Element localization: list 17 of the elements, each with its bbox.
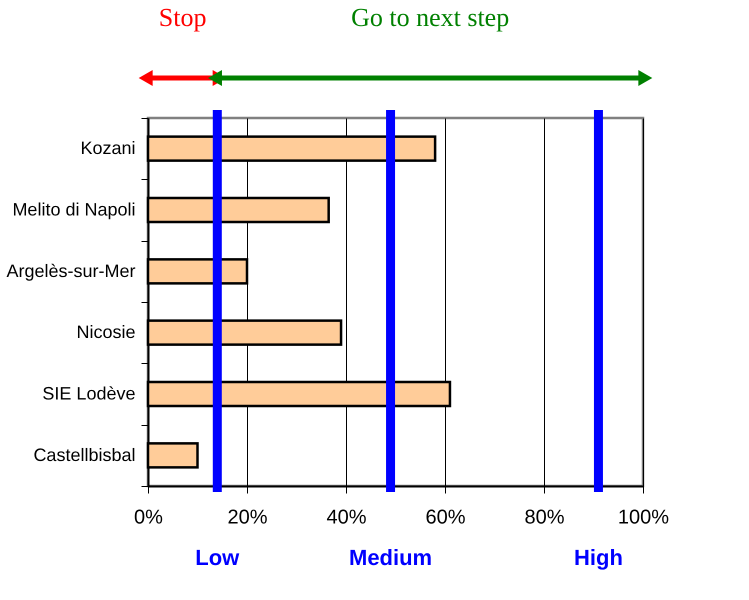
x-tick-label: 40%	[326, 506, 367, 528]
x-tick-label: 60%	[425, 506, 466, 528]
ref-line-label: Low	[195, 545, 240, 570]
ref-line-label: High	[574, 545, 623, 570]
ref-line-label: Medium	[348, 545, 432, 570]
y-tick-label: Kozani	[80, 138, 136, 158]
y-tick-label: Nicosie	[76, 322, 136, 342]
y-tick-label: SIE Lodève	[42, 384, 136, 404]
x-tick-label: 80%	[524, 506, 565, 528]
text: Go to next step	[351, 3, 510, 32]
x-tick-label: 100%	[618, 506, 670, 528]
y-tick-label: Argelès-sur-Mer	[6, 260, 136, 281]
x-tick-label: 20%	[227, 506, 268, 528]
x-tick-label: 0%	[134, 506, 164, 528]
text: Stop	[158, 3, 206, 32]
y-tick-label: Castellbisbal	[33, 444, 136, 465]
y-tick-label: Melito di Napoli	[12, 200, 136, 220]
